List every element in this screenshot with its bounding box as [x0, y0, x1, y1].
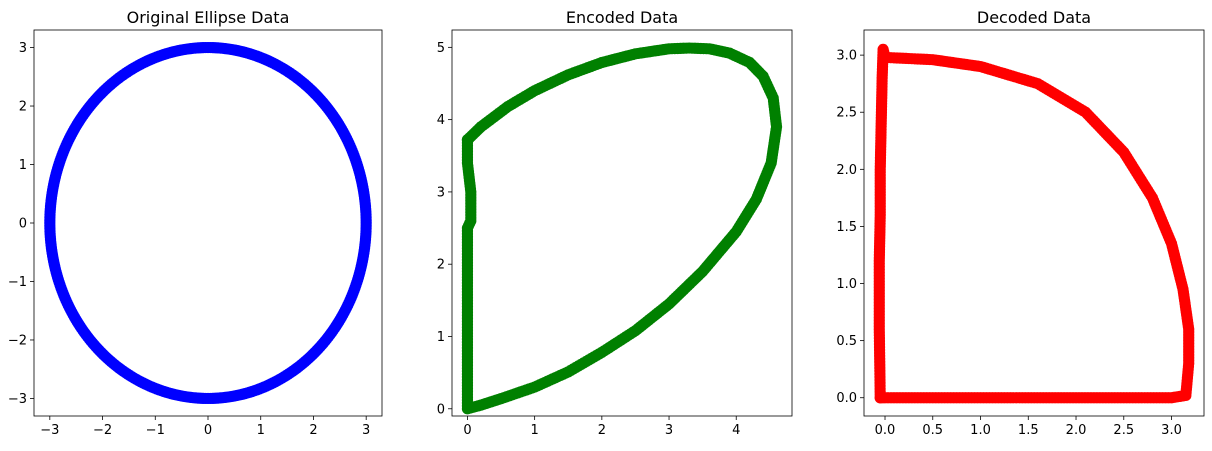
series-encoded: [461, 42, 783, 415]
y-tick-label: 1.0: [836, 277, 857, 292]
axis-ticks: 0 1 2 3 4 0 1 2 3 4 5: [437, 41, 741, 438]
x-tick-label: 1: [531, 423, 539, 438]
x-tick-label: 0.0: [875, 423, 896, 438]
data-point: [461, 134, 474, 146]
x-tick-label: 2: [309, 423, 317, 438]
y-tick-label: 0: [19, 217, 27, 232]
y-tick-label: 1: [437, 330, 445, 345]
x-tick-label: 2: [598, 423, 606, 438]
x-tick-label: 0: [204, 423, 212, 438]
axis-ticks: −3 −2 −1 0 1 2 3 −3 −2 −1 0 1 2 3: [8, 41, 370, 438]
y-tick-label: 0: [437, 402, 445, 417]
y-tick-label: 3: [19, 41, 27, 56]
y-tick-label: 2.0: [836, 163, 857, 178]
y-tick-label: 1.5: [836, 220, 857, 235]
y-tick-label: −2: [8, 333, 27, 348]
series-original-ellipse: [44, 41, 372, 405]
y-tick-label: 0.0: [836, 391, 857, 406]
y-tick-label: 2.5: [836, 106, 857, 121]
x-tick-label: 0: [463, 423, 471, 438]
chart-original-ellipse: Original Ellipse Data −3 −2 −1 0 1 2 3 −3 −2 −1 0 1…: [8, 8, 383, 438]
x-tick-label: 3.0: [1161, 423, 1182, 438]
axis-ticks: 0.0 0.5 1.0 1.5 2.0 2.5 3.0 0.0 0.5 1.0 1.5 2.0 2.5 3…: [836, 49, 1182, 438]
data-point: [360, 220, 372, 232]
y-tick-label: 3: [437, 185, 445, 200]
x-tick-label: 2.5: [1113, 423, 1134, 438]
plot-frame: [863, 29, 1205, 417]
y-tick-label: 0.5: [836, 334, 857, 349]
y-tick-label: 1: [19, 158, 27, 173]
plot-frame: [33, 29, 383, 417]
x-tick-label: 3: [362, 423, 370, 438]
y-tick-label: 2: [19, 100, 27, 115]
x-tick-label: −1: [146, 423, 165, 438]
data-point: [874, 392, 886, 404]
chart-title: Decoded Data: [977, 8, 1091, 27]
plot-frame: [451, 29, 793, 417]
x-tick-label: 2.0: [1066, 423, 1087, 438]
chart-encoded: Encoded Data 0 1 2 3 4 0 1 2 3 4 5: [437, 8, 793, 438]
y-tick-label: 4: [437, 113, 445, 128]
y-tick-label: −3: [8, 392, 27, 407]
y-tick-label: 2: [437, 258, 445, 273]
x-tick-label: −3: [40, 423, 59, 438]
chart-decoded: Decoded Data 0.0 0.5 1.0 1.5 2.0 2.5 3.0 0.0 0.5…: [836, 8, 1205, 438]
x-tick-label: 3: [665, 423, 673, 438]
y-tick-label: 3.0: [836, 49, 857, 64]
x-tick-label: 1.0: [970, 423, 991, 438]
y-tick-label: −1: [8, 275, 27, 290]
x-tick-label: 1.5: [1018, 423, 1039, 438]
chart-title: Original Ellipse Data: [127, 8, 290, 27]
series-decoded: [873, 43, 1195, 404]
x-tick-label: 4: [732, 423, 740, 438]
x-tick-label: 1: [257, 423, 265, 438]
chart-title: Encoded Data: [566, 8, 678, 27]
x-tick-label: −2: [93, 423, 112, 438]
x-tick-label: 0.5: [922, 423, 943, 438]
y-tick-label: 5: [437, 41, 445, 56]
